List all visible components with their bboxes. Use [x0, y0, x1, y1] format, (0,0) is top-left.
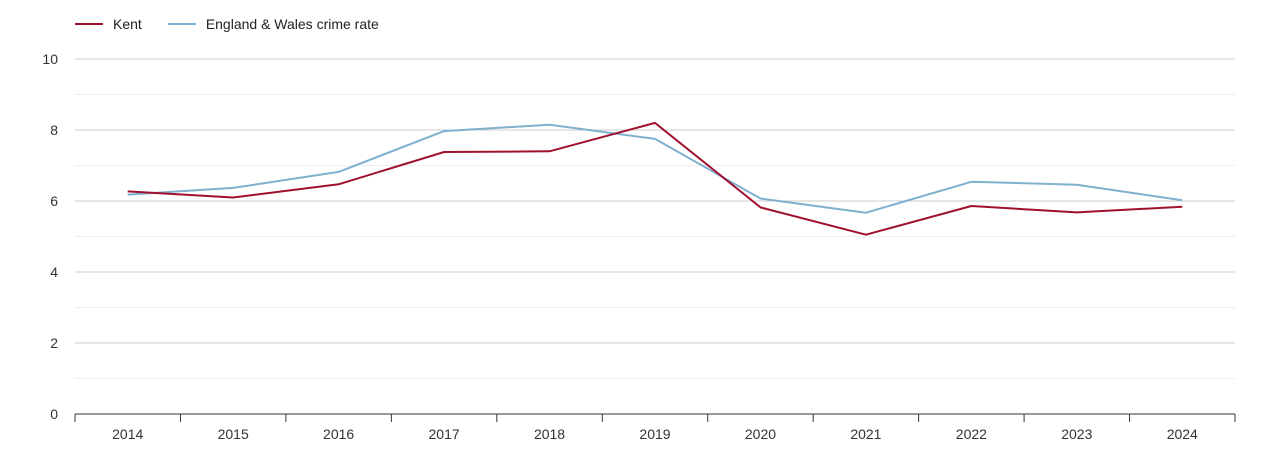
y-tick-label-8: 8 — [50, 122, 58, 138]
data-point-england-wales-crime-rate-2016 — [338, 171, 340, 173]
x-tick-label-2020: 2020 — [745, 426, 776, 442]
x-tick-label-2017: 2017 — [429, 426, 460, 442]
y-tick-label-4: 4 — [50, 264, 58, 280]
data-point-england-wales-crime-rate-2019 — [654, 138, 656, 140]
data-point-kent-2023 — [1076, 211, 1078, 213]
x-tick-label-2016: 2016 — [323, 426, 354, 442]
data-point-england-wales-crime-rate-2024 — [1181, 199, 1183, 201]
data-point-england-wales-crime-rate-2020 — [759, 198, 761, 200]
legend-swatch-england-wales — [167, 23, 196, 25]
y-tick-label-10: 10 — [42, 51, 58, 67]
y-tick-label-6: 6 — [50, 193, 58, 209]
series-line-kent — [127, 121, 1183, 236]
x-tick-label-2023: 2023 — [1061, 426, 1092, 442]
y-tick-label-0: 0 — [50, 406, 58, 422]
x-tick-label-2021: 2021 — [850, 426, 881, 442]
x-tick-label-2015: 2015 — [218, 426, 249, 442]
data-point-kent-2017 — [443, 151, 445, 153]
data-point-england-wales-crime-rate-2017 — [443, 130, 445, 132]
data-point-kent-2024 — [1181, 206, 1183, 208]
legend-item-england-wales[interactable]: England & Wales crime rate — [167, 16, 379, 32]
data-point-kent-2022 — [970, 205, 972, 207]
data-point-england-wales-crime-rate-2023 — [1076, 184, 1078, 186]
data-point-kent-2015 — [232, 196, 234, 198]
x-tick-label-2024: 2024 — [1167, 426, 1198, 442]
x-tick-label-2018: 2018 — [534, 426, 565, 442]
data-point-kent-2020 — [759, 206, 761, 208]
series-line-england-wales-crime-rate — [127, 123, 1183, 214]
legend-label-kent: Kent — [113, 16, 142, 32]
data-point-kent-2016 — [338, 183, 340, 185]
data-point-kent-2014 — [127, 190, 129, 192]
data-point-kent-2019 — [654, 122, 656, 124]
data-point-kent-2021 — [865, 234, 867, 236]
data-point-england-wales-crime-rate-2018 — [549, 124, 551, 126]
legend: Kent England & Wales crime rate — [75, 16, 405, 32]
legend-label-england-wales: England & Wales crime rate — [205, 16, 379, 32]
data-point-england-wales-crime-rate-2021 — [865, 212, 867, 214]
data-point-england-wales-crime-rate-2014 — [127, 194, 129, 196]
y-tick-label-2: 2 — [50, 335, 58, 351]
data-point-kent-2018 — [549, 150, 551, 152]
x-tick-label-2022: 2022 — [956, 426, 987, 442]
data-point-england-wales-crime-rate-2022 — [970, 181, 972, 183]
x-tick-label-2014: 2014 — [112, 426, 143, 442]
data-point-england-wales-crime-rate-2015 — [232, 187, 234, 189]
x-tick-label-2019: 2019 — [639, 426, 670, 442]
legend-item-kent[interactable]: Kent — [75, 16, 142, 32]
legend-swatch-kent — [75, 23, 103, 25]
